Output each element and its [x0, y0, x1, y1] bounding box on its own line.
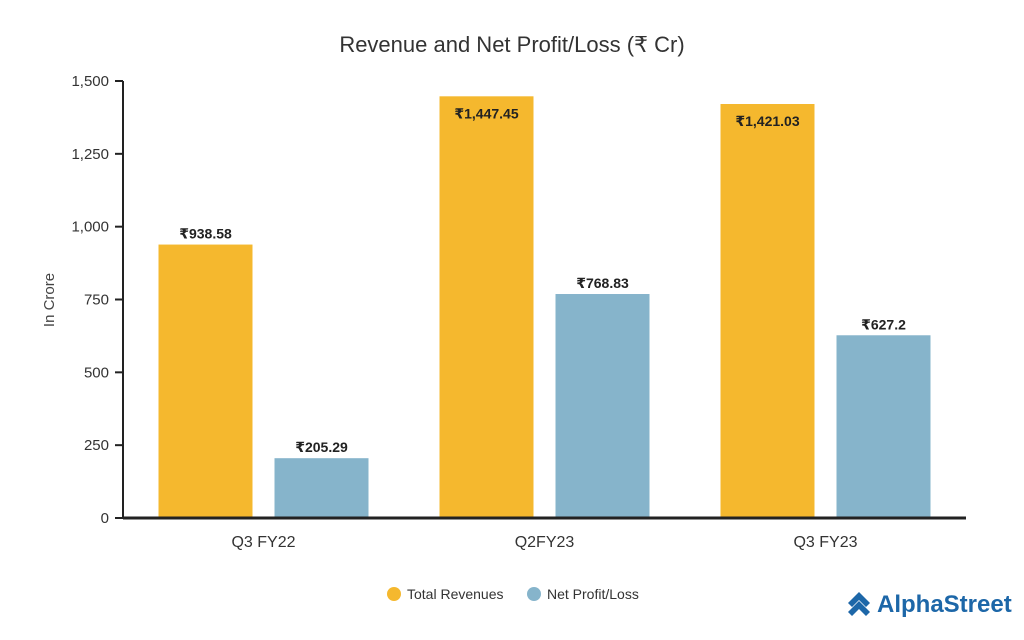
bar-net-profit-loss-3	[836, 335, 931, 518]
brand-logo: AlphaStreet	[848, 591, 1012, 618]
y-tick-label: 0	[101, 510, 109, 527]
y-tick-label: 500	[84, 364, 109, 381]
brand-name: AlphaStreet	[877, 591, 1012, 618]
y-tick-label: 1,250	[71, 146, 109, 163]
y-tick-label: 250	[84, 437, 109, 454]
data-label: ₹205.29	[295, 439, 348, 455]
bar-total-revenues-1	[158, 244, 253, 518]
y-axis-label: In Crore	[41, 273, 58, 327]
y-tick-label: 750	[84, 292, 109, 309]
y-axis: 0 250 500 750 1,000 1,250 1,500	[71, 73, 124, 527]
bars-group: ₹938.58 ₹205.29 ₹1,447.45 ₹768.83 ₹1,421.03 ₹…	[158, 96, 931, 518]
bar-net-profit-loss-1	[274, 458, 369, 518]
data-label: ₹627.2	[861, 316, 906, 332]
legend: Total Revenues Net Profit/Loss	[387, 586, 639, 602]
y-tick-label: 1,000	[71, 219, 109, 236]
y-tick-label: 1,500	[71, 73, 109, 90]
legend-swatch	[387, 587, 401, 601]
bar-total-revenues-3	[720, 104, 815, 518]
data-label: ₹768.83	[576, 275, 629, 291]
bar-net-profit-loss-2	[555, 294, 650, 518]
x-category-label: Q2FY23	[515, 534, 575, 551]
x-category-label: Q3 FY23	[793, 534, 857, 551]
x-axis: Q3 FY22 Q2FY23 Q3 FY23	[123, 516, 966, 551]
chart-title: Revenue and Net Profit/Loss (₹ Cr)	[339, 32, 684, 57]
legend-label: Total Revenues	[407, 586, 504, 602]
data-label: ₹1,447.45	[454, 105, 518, 121]
legend-label: Net Profit/Loss	[547, 586, 639, 602]
data-label: ₹1,421.03	[735, 113, 799, 129]
x-category-label: Q3 FY22	[231, 534, 295, 551]
alphastreet-logo-icon	[848, 592, 870, 616]
data-label: ₹938.58	[179, 226, 232, 242]
legend-swatch	[527, 587, 541, 601]
bar-total-revenues-2	[439, 96, 534, 518]
